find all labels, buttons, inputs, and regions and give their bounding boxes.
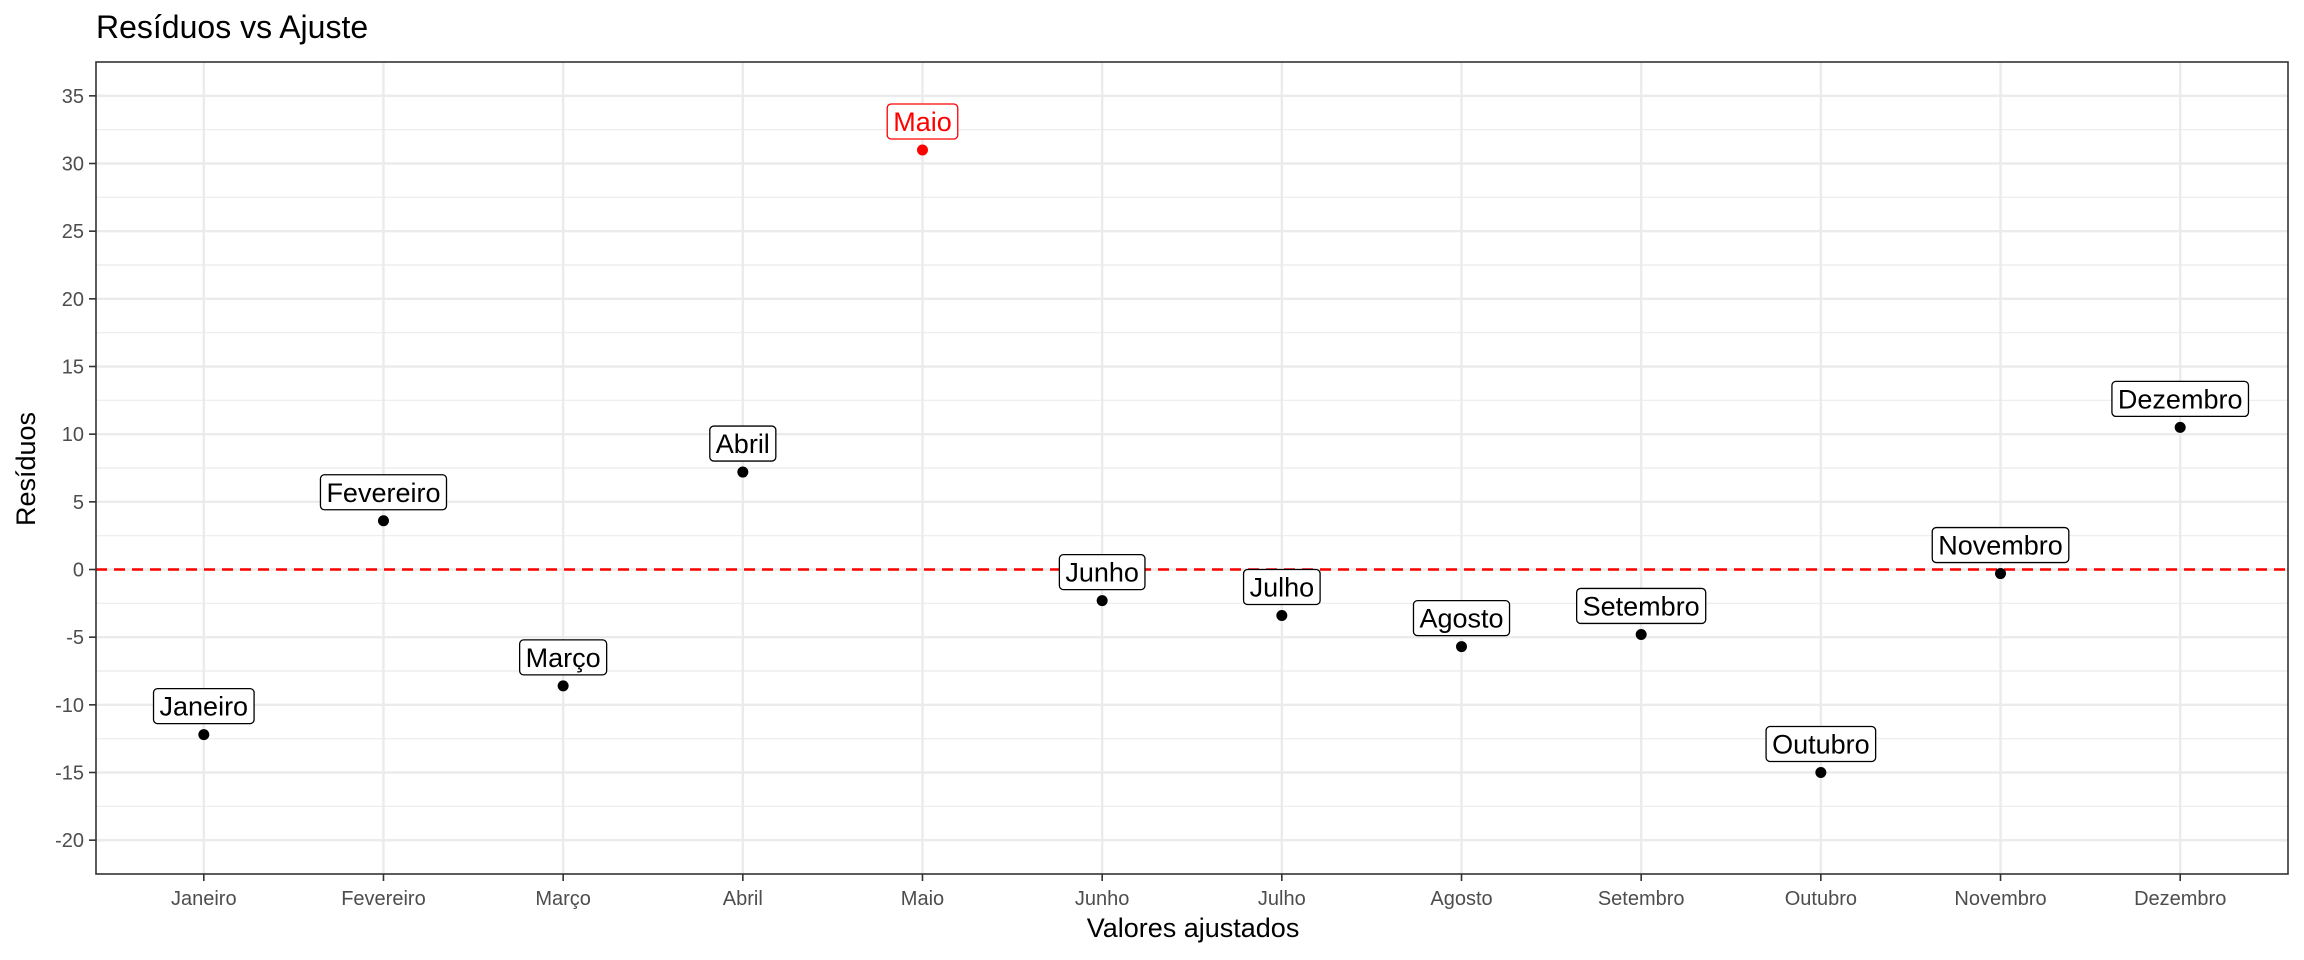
y-tick-label: -15: [55, 763, 84, 785]
point-label: Fevereiro: [319, 474, 448, 511]
point-label: Março: [518, 639, 608, 676]
data-point: [1276, 610, 1288, 622]
x-axis: Janeiro Fevereiro Março Abril Maio Junho Julho…: [171, 874, 2226, 910]
y-tick-label: 0: [73, 560, 84, 582]
point-label-text: Junho: [1065, 558, 1139, 588]
data-point: [1995, 568, 2007, 580]
x-tick-label: Agosto: [1430, 888, 1492, 910]
x-tick-label: Junho: [1075, 888, 1130, 910]
point-label-box: [319, 474, 448, 511]
point-label-text: Julho: [1250, 573, 1315, 603]
x-tick-label: Abril: [723, 888, 763, 910]
data-point: [1635, 628, 1647, 640]
panel-border: [95, 61, 2289, 875]
point-label: Agosto: [1412, 599, 1511, 637]
x-tick-label: Janeiro: [171, 888, 237, 910]
point-label-box: [1575, 587, 1707, 625]
point-label-text: Maio: [893, 107, 952, 137]
y-tick-label: 30: [62, 154, 84, 176]
point-label-text: Outubro: [1772, 730, 1870, 760]
y-axis-title: Resíduos: [11, 412, 41, 526]
point-label: Dezembro: [2111, 380, 2250, 418]
data-point: [377, 515, 389, 527]
point-label-box: [709, 425, 777, 462]
x-tick-label: Julho: [1258, 888, 1306, 910]
point-label-text: Março: [526, 643, 601, 673]
y-axis: -20 -15 -10 -5 0 5 10 15 20 25 30 35: [55, 86, 96, 852]
y-tick-label: -20: [55, 830, 84, 852]
point-label-text: Abril: [716, 429, 770, 459]
point-label: Maio: [886, 103, 959, 140]
x-tick-label: Outubro: [1785, 888, 1857, 910]
point-label-text: Agosto: [1419, 604, 1503, 634]
x-tick-label: Maio: [901, 888, 944, 910]
grid-minor: [96, 129, 2288, 807]
point-label: Novembro: [1931, 526, 2070, 564]
data-point: [557, 680, 569, 692]
y-tick-label: -5: [66, 627, 84, 649]
point-label-box: [886, 103, 959, 140]
point-labels: Janeiro Fevereiro Março Abril Maio Junho Julho…: [152, 103, 2250, 763]
point-label-box: [152, 687, 255, 725]
point-label: Junho: [1058, 553, 1146, 591]
y-tick-label: 10: [62, 424, 84, 446]
y-tick-label: 15: [62, 357, 84, 379]
point-label-box: [1242, 568, 1321, 606]
x-tick-label: Setembro: [1598, 888, 1685, 910]
data-point: [2174, 421, 2186, 433]
point-label-text: Novembro: [1938, 531, 2063, 561]
data-point: [1456, 641, 1468, 653]
point-label-box: [2111, 380, 2250, 418]
x-tick-label: Dezembro: [2134, 888, 2226, 910]
y-tick-label: 35: [62, 86, 84, 108]
point-label: Janeiro: [152, 687, 255, 725]
point-label-box: [1412, 599, 1511, 637]
data-point: [1815, 767, 1827, 778]
point-label: Outubro: [1765, 725, 1877, 763]
x-tick-label: Março: [535, 888, 591, 910]
point-label: Setembro: [1575, 587, 1707, 625]
x-axis-title: Valores ajustados: [1087, 913, 1300, 943]
y-tick-label: 20: [62, 289, 84, 311]
chart-title: Resíduos vs Ajuste: [96, 9, 368, 45]
point-label-box: [1931, 526, 2070, 564]
point-label-box: [1765, 725, 1877, 763]
point-label: Julho: [1242, 568, 1321, 606]
point-label-text: Dezembro: [2118, 384, 2243, 414]
data-point: [737, 466, 749, 478]
x-tick-label: Fevereiro: [341, 888, 425, 910]
point-label-text: Janeiro: [160, 692, 249, 722]
data-point: [916, 144, 928, 156]
x-tick-label: Novembro: [1954, 888, 2046, 910]
point-label-box: [1058, 553, 1146, 591]
data-point: [198, 729, 210, 741]
point-label-text: Setembro: [1583, 591, 1700, 621]
point-label-box: [518, 639, 608, 676]
point-label-text: Fevereiro: [326, 478, 440, 508]
y-tick-label: 25: [62, 221, 84, 243]
y-tick-label: -10: [55, 695, 84, 717]
data-point: [1096, 595, 1108, 607]
data-points: [198, 144, 2186, 778]
point-label: Abril: [709, 425, 777, 462]
y-tick-label: 5: [73, 492, 84, 514]
grid-major: [96, 62, 2288, 874]
